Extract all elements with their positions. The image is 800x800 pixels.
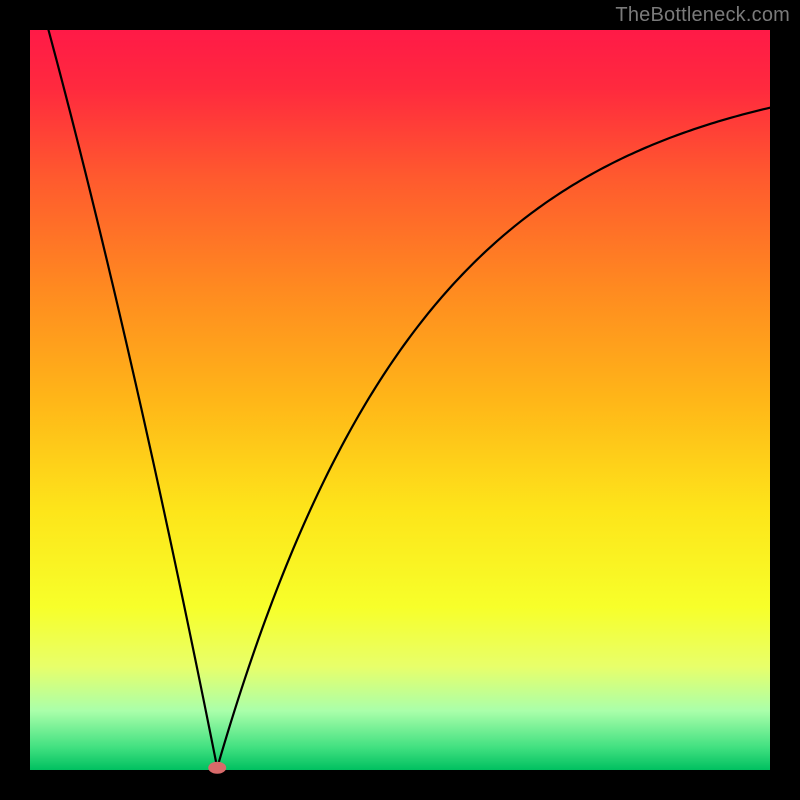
watermark-label: TheBottleneck.com	[615, 4, 790, 27]
bottleneck-chart	[0, 0, 800, 800]
chart-svg	[0, 0, 800, 800]
minimum-marker	[208, 762, 226, 774]
